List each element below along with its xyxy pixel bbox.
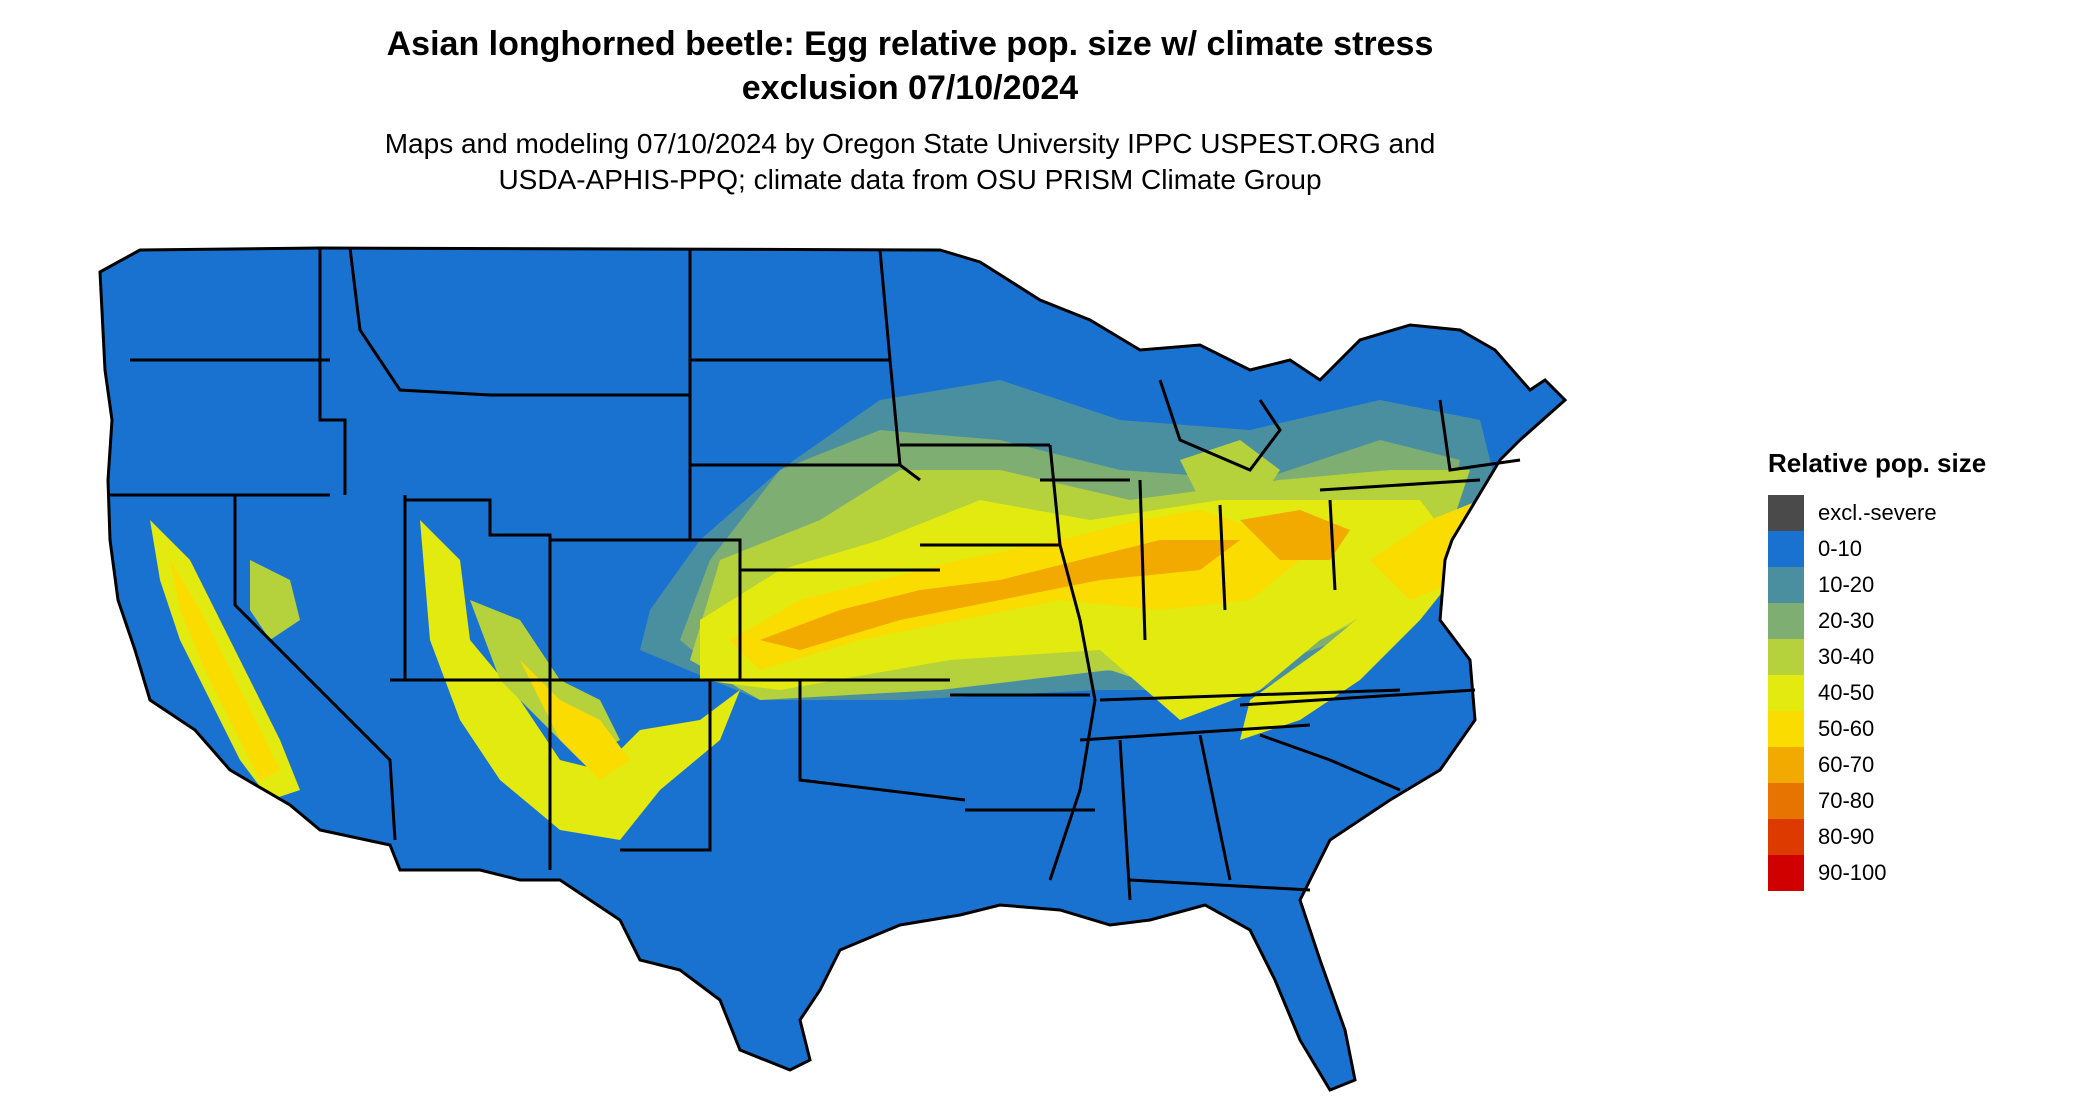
zone-west-40-50: [420, 520, 740, 840]
legend-item: 0-10: [1768, 531, 1986, 567]
legend-item: 80-90: [1768, 819, 1986, 855]
legend-label: excl.-severe: [1818, 500, 1937, 525]
border-pa-ny: [1319, 478, 1481, 492]
legend-label: 70-80: [1818, 788, 1875, 813]
legend-item: excl.-severe: [1768, 495, 1986, 531]
legend-swatch: [1768, 783, 1804, 819]
border-il-in: [1138, 479, 1147, 641]
legend-item: 40-50: [1768, 675, 1986, 711]
legend-swatch: [1768, 747, 1804, 783]
legend-item: 30-40: [1768, 639, 1986, 675]
legend-label: 10-20: [1818, 572, 1875, 597]
legend-label: 30-40: [1818, 644, 1875, 669]
border-mi: [1158, 379, 1282, 472]
legend-item: 60-70: [1768, 747, 1986, 783]
border-new-england: [1438, 399, 1521, 472]
legend-label: 20-30: [1818, 608, 1875, 633]
subtitle-line-1: Maps and modeling 07/10/2024 by Oregon S…: [384, 128, 1436, 159]
border-dakotas-mn: [878, 249, 902, 466]
border-va-nc: [1239, 688, 1476, 707]
map-title: Asian longhorned beetle: Egg relative po…: [300, 22, 1520, 110]
legend-item: 90-100: [1768, 855, 1986, 891]
legend-swatch: [1768, 675, 1804, 711]
border-nm-tx: [550, 678, 712, 852]
legend-label: 80-90: [1818, 824, 1875, 849]
border-ut-co: [405, 498, 552, 680]
legend-item: 70-80: [1768, 783, 1986, 819]
state-borders: [98, 246, 1568, 1092]
border-id: [318, 248, 347, 495]
border-in-oh: [1218, 504, 1227, 611]
border-ms-al: [1118, 739, 1132, 901]
border-carolinas: [1259, 733, 1401, 792]
zone-michigan-30-40: [1180, 440, 1280, 500]
legend-label: 50-60: [1818, 716, 1875, 741]
legend-swatch: [1768, 819, 1804, 855]
legend: Relative pop. size excl.-severe 0-10 10-…: [1768, 448, 1986, 891]
border-id-mt: [348, 247, 491, 397]
legend-label: 40-50: [1818, 680, 1875, 705]
legend-swatch: [1768, 567, 1804, 603]
legend-swatch: [1768, 495, 1804, 531]
legend-title: Relative pop. size: [1768, 448, 1987, 478]
zone-60-70-east: [1240, 510, 1350, 560]
legend-swatch: [1768, 855, 1804, 891]
border-tn-south: [1079, 723, 1311, 742]
zone-60-70: [760, 540, 1240, 650]
zone-nv-30-40: [250, 560, 300, 640]
legend-label: 0-10: [1818, 536, 1863, 561]
border-ga-fl: [1129, 878, 1311, 892]
border-ok-tx: [798, 680, 966, 802]
zone-ca-50-60: [170, 560, 280, 780]
legend-swatch: [1768, 603, 1804, 639]
title-line-2: exclusion 07/10/2024: [741, 69, 1079, 107]
us-outline: [98, 246, 1568, 1092]
zone-west-50-60: [520, 660, 630, 780]
border-ky-tn: [1099, 688, 1401, 702]
subtitle-line-2: USDA-APHIS-PPQ; climate data from OSU PR…: [498, 164, 1322, 195]
border-ca-nv: [233, 495, 397, 841]
legend-item: 10-20: [1768, 567, 1986, 603]
legend-item: 20-30: [1768, 603, 1986, 639]
legend-swatch: [1768, 639, 1804, 675]
title-line-1: Asian longhorned beetle: Egg relative po…: [386, 25, 1434, 63]
map-subtitle: Maps and modeling 07/10/2024 by Oregon S…: [300, 126, 1520, 198]
legend-items: excl.-severe 0-10 10-20 20-30 30-40 40-5…: [1768, 495, 1986, 891]
border-oh-pa: [1328, 499, 1337, 591]
legend-label: 60-70: [1818, 752, 1875, 777]
legend-label: 90-100: [1818, 860, 1887, 885]
border-al-ga: [1198, 734, 1232, 881]
legend-swatch: [1768, 711, 1804, 747]
border-mississippi: [1048, 444, 1097, 881]
legend-item: 50-60: [1768, 711, 1986, 747]
legend-swatch: [1768, 531, 1804, 567]
us-map: [98, 246, 1568, 1092]
